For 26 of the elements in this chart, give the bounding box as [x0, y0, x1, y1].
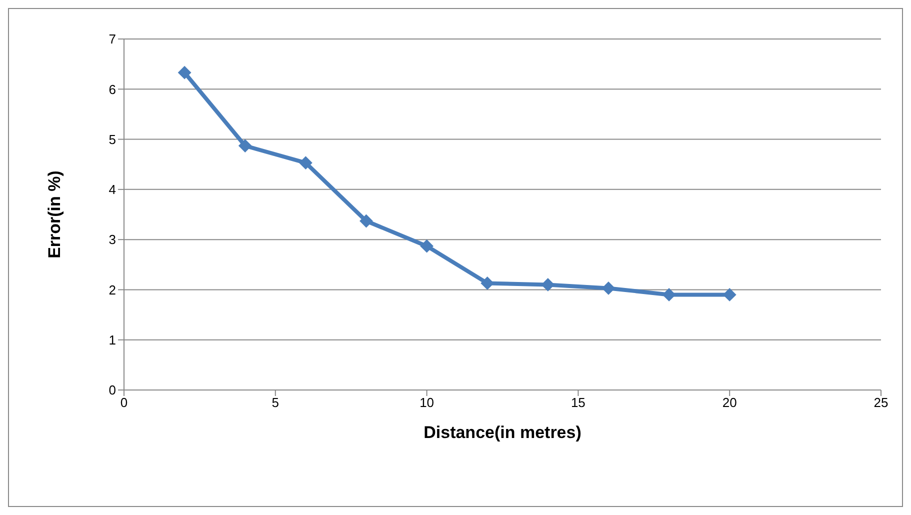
- point: [178, 66, 192, 80]
- y-tick-label: 0: [108, 382, 116, 398]
- x-tick-label: 15: [570, 395, 586, 410]
- y-tick-label: 5: [108, 132, 116, 147]
- y-tick-label: 4: [108, 182, 116, 198]
- y-tick-label: 1: [108, 332, 116, 348]
- point: [541, 278, 554, 292]
- x-tick-label: 5: [272, 395, 280, 410]
- point: [602, 282, 615, 295]
- y-axis-title: Error(in %): [45, 170, 64, 258]
- x-tick-label: 20: [722, 395, 737, 410]
- point: [360, 214, 373, 228]
- y-tick-label: 3: [108, 232, 116, 248]
- y-tick-label: 6: [108, 82, 116, 97]
- y-tick-label: 2: [108, 282, 116, 298]
- x-tick-label: 25: [874, 395, 888, 410]
- x-tick-label: 10: [420, 395, 434, 410]
- x-tick-label: 0: [120, 395, 128, 410]
- y-tick-label: 7: [108, 32, 116, 47]
- point: [723, 288, 736, 302]
- point: [662, 288, 676, 302]
- point: [299, 156, 312, 170]
- x-axis-title: Distance(in metres): [424, 423, 582, 442]
- point: [420, 240, 434, 253]
- point: [238, 139, 252, 152]
- point: [480, 276, 494, 290]
